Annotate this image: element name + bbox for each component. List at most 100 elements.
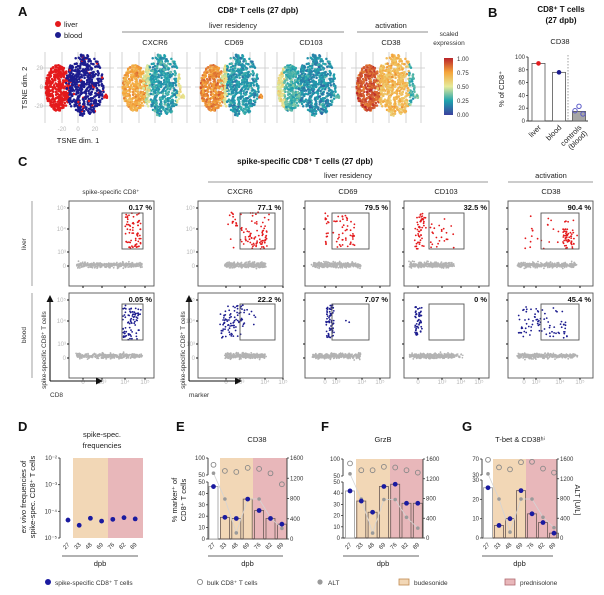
tsne-point — [55, 96, 58, 99]
tsne-point — [381, 100, 385, 104]
tsne-point — [328, 93, 331, 97]
tsne-point — [72, 98, 76, 101]
tsne-point — [130, 86, 134, 89]
tsne-point — [364, 77, 367, 80]
tsne-point — [49, 83, 53, 86]
tsne-point — [129, 103, 133, 107]
tsne-point — [67, 82, 71, 85]
panel-c: C spike-specific CD8⁺ T cells (27 dpb) l… — [18, 154, 594, 399]
tsne-point — [251, 88, 255, 92]
tsne-point — [229, 85, 232, 89]
tsne-point — [243, 57, 246, 61]
tsne-point — [80, 69, 84, 73]
tsne-point — [84, 89, 88, 92]
tsne-point — [201, 90, 205, 93]
tsne-point — [60, 84, 63, 87]
tsne-point — [159, 105, 162, 108]
tsne-point — [285, 86, 289, 89]
tsne-point — [105, 94, 108, 98]
tsne-point — [153, 97, 156, 100]
tsne-point — [236, 58, 239, 61]
tsne-point — [149, 73, 152, 76]
tsne-point — [54, 90, 58, 94]
tsne-point — [405, 65, 408, 68]
tsne-point — [77, 75, 80, 78]
tsne-point — [151, 57, 154, 60]
tsne-point — [323, 81, 327, 85]
tsne-point — [281, 101, 284, 105]
tsne-point — [153, 80, 157, 84]
tsne-point — [243, 81, 246, 85]
tsne-point — [88, 77, 92, 81]
colorbar-title-line1: scaled — [440, 31, 459, 38]
tsne-point — [224, 79, 227, 83]
tsne-point — [84, 56, 87, 60]
tsne-point — [212, 72, 216, 75]
tsne-point — [200, 94, 204, 97]
tsne-point — [47, 99, 51, 103]
tsne-point — [301, 79, 304, 83]
tsne-point — [157, 75, 160, 79]
tsne-point — [399, 81, 402, 85]
tsne-point — [148, 65, 152, 69]
tsne-point — [387, 105, 391, 109]
tsne-point — [307, 99, 310, 102]
tsne-point — [81, 114, 84, 117]
tsne-point — [277, 79, 281, 82]
tsne-point — [239, 92, 243, 96]
tsne-point — [94, 65, 97, 68]
tsne-point — [384, 80, 387, 83]
tsne-point — [327, 81, 330, 85]
tsne-point — [130, 105, 133, 109]
tsne-point — [409, 99, 413, 102]
tsne-point — [217, 106, 220, 109]
tsne-point — [91, 75, 95, 79]
tsne-point — [57, 80, 60, 83]
tsne-point — [302, 77, 305, 80]
tsne-point — [175, 66, 179, 70]
tsne-point — [233, 65, 237, 69]
tsne-ytick: 20 — [36, 66, 43, 72]
tsne-point — [99, 80, 103, 83]
tsne-point — [72, 92, 76, 96]
tsne-point — [246, 75, 250, 79]
tsne-point — [223, 102, 227, 106]
tsne-point — [249, 65, 252, 68]
tsne-point — [368, 72, 372, 75]
tsne-point — [328, 74, 332, 77]
tsne-point — [404, 57, 407, 61]
tsne-point — [356, 79, 360, 82]
panel-label-b: B — [488, 5, 497, 20]
tsne-point — [385, 57, 388, 60]
tsne-point — [331, 80, 335, 83]
tsne-point — [413, 90, 416, 94]
tsne-point — [303, 65, 307, 69]
tsne-point — [230, 99, 233, 102]
tsne-point — [139, 90, 143, 93]
tsne-point — [144, 82, 148, 85]
tsne-point — [45, 96, 49, 100]
group-activation-c: activation — [535, 171, 567, 180]
tsne-point — [79, 62, 82, 66]
tsne-point — [122, 96, 126, 100]
tsne-point — [326, 92, 329, 95]
tsne-point — [84, 92, 88, 96]
tsne-point — [58, 89, 62, 92]
tsne-point — [90, 62, 93, 65]
tsne-point — [53, 77, 56, 80]
tsne-point — [50, 81, 54, 84]
tsne-point — [59, 65, 62, 69]
tsne-point — [164, 103, 168, 106]
tsne-point — [247, 107, 251, 111]
tsne-point — [62, 70, 65, 73]
tsne-point — [258, 96, 261, 99]
tsne-point — [292, 84, 295, 87]
tsne-point — [308, 105, 312, 109]
bar-liver — [531, 63, 546, 122]
tsne-point — [127, 71, 131, 74]
tsne-point — [78, 65, 82, 69]
tsne-point — [387, 97, 390, 100]
x-tick-label: liver — [527, 123, 543, 139]
tsne-point — [361, 71, 365, 74]
column-title: CXCR6 — [227, 187, 252, 196]
